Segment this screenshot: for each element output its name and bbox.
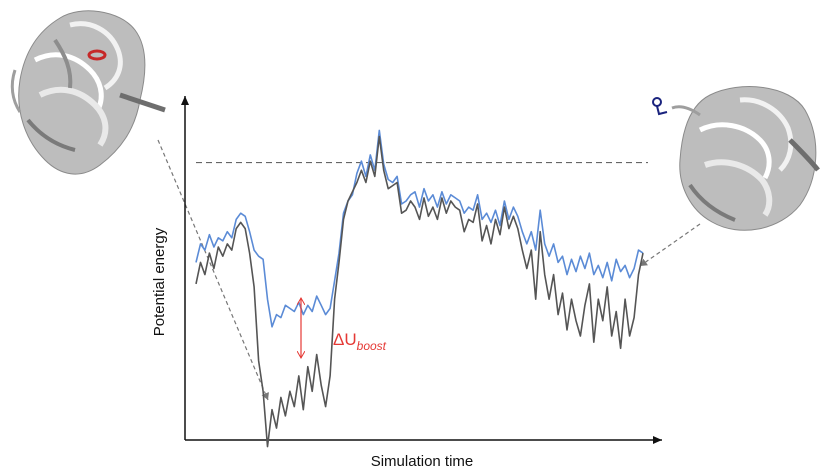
connector-left — [157, 139, 269, 401]
ligand-blue — [652, 97, 668, 116]
protein-structure-left — [10, 10, 166, 175]
ligand-red — [87, 49, 107, 61]
protein-structure-right — [652, 86, 820, 231]
delta-u-symbol: ΔU — [333, 330, 357, 349]
x-axis-title: Simulation time — [371, 453, 474, 470]
series-line-original — [195, 135, 644, 448]
delta-u-boost-label: ΔUboost — [333, 330, 387, 353]
delta-u-subscript: boost — [357, 339, 387, 353]
series-line-boosted — [195, 129, 644, 328]
connector-right — [639, 223, 701, 267]
y-axis-title: Potential energy — [151, 227, 168, 336]
